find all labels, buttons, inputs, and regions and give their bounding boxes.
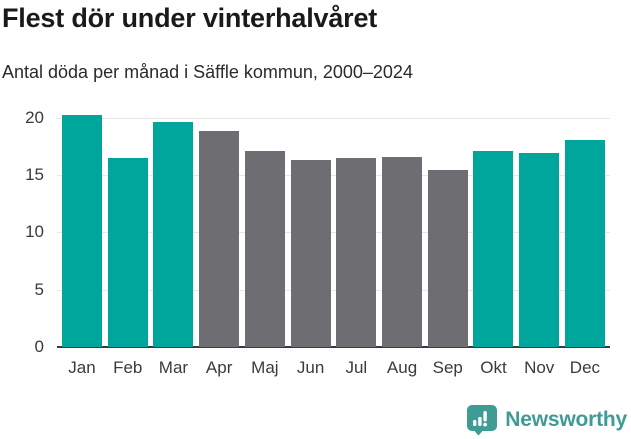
- bar-aug: [382, 156, 423, 347]
- y-tick-label: 5: [34, 279, 44, 299]
- x-tick-label: Apr: [205, 358, 233, 377]
- x-tick-label: Feb: [113, 358, 143, 377]
- x-tick-label: Jul: [345, 358, 368, 377]
- bar-jan: [62, 115, 102, 347]
- x-tick-label: Jun: [296, 358, 325, 377]
- bar-apr: [199, 131, 240, 347]
- x-tick-label: Dec: [569, 358, 601, 377]
- bar-column-okt: Okt: [473, 150, 514, 377]
- x-axis-line: [57, 346, 610, 348]
- bar-column-sep: Sep: [427, 170, 468, 377]
- bar-chart: Jan Feb Mar Apr Maj Jun Jul Aug Sep Okt Nov Dec 0 5 1…: [0, 100, 631, 390]
- bar-nov: [519, 153, 560, 347]
- bar-column-aug: Aug: [382, 156, 423, 377]
- y-tick-label: 15: [25, 164, 44, 184]
- y-tick-label: 20: [25, 107, 44, 127]
- newsworthy-logo-icon: [467, 405, 498, 436]
- y-tick-label: 0: [34, 337, 44, 356]
- bar-dec: [564, 140, 605, 347]
- gridline: [57, 117, 610, 119]
- x-tick-label: Mar: [158, 358, 189, 377]
- plot-area: Jan Feb Mar Apr Maj Jun Jul Aug Sep Okt Nov Dec: [57, 100, 610, 377]
- x-tick-label: Sep: [432, 358, 463, 377]
- bar-feb: [107, 157, 148, 347]
- brand-name: Newsworthy: [505, 408, 627, 431]
- brand-footer: Newsworthy: [466, 404, 627, 436]
- bar-column-maj: Maj: [244, 150, 285, 377]
- bars-group: Jan Feb Mar Apr Maj Jun Jul Aug Sep Okt Nov Dec: [57, 100, 610, 377]
- bar-mar: [153, 122, 194, 347]
- chart-title: Flest dör under vinterhalvåret: [2, 3, 378, 33]
- x-tick-label: Maj: [251, 358, 279, 377]
- bar-column-jul: Jul: [336, 157, 377, 377]
- chart-subtitle: Antal döda per månad i Säffle kommun, 20…: [2, 62, 413, 82]
- bar-column-jan: Jan: [62, 115, 102, 377]
- bar-okt: [473, 150, 514, 347]
- bar-column-dec: Dec: [564, 140, 605, 377]
- bar-column-mar: Mar: [153, 122, 194, 377]
- bar-column-apr: Apr: [199, 131, 240, 377]
- gridline: [57, 232, 610, 234]
- bar-column-nov: Nov: [519, 153, 560, 377]
- bar-column-jun: Jun: [290, 159, 331, 377]
- gridline: [57, 174, 610, 176]
- gridline: [57, 289, 610, 291]
- x-tick-label: Aug: [386, 358, 418, 377]
- bar-jun: [290, 159, 331, 347]
- bar-maj: [244, 150, 285, 347]
- y-tick-label: 10: [25, 222, 44, 242]
- bar-sep: [427, 170, 468, 347]
- bar-column-feb: Feb: [107, 157, 148, 377]
- bar-jul: [336, 157, 377, 347]
- x-tick-label: Jan: [68, 358, 96, 377]
- x-tick-label: Okt: [480, 358, 507, 377]
- x-tick-label: Nov: [524, 358, 555, 377]
